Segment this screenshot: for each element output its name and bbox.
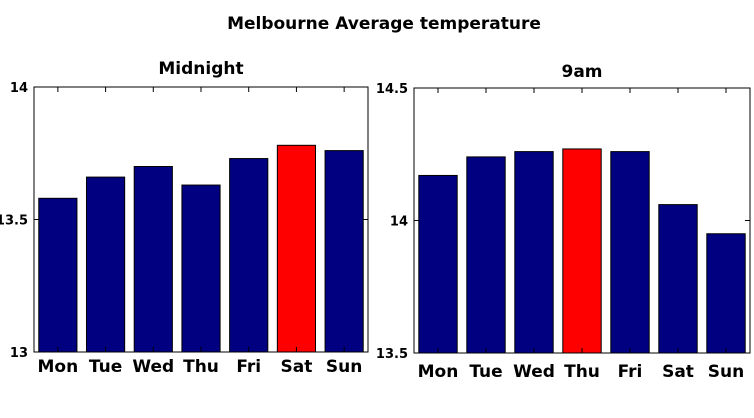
x-tick-label-wed: Wed bbox=[513, 362, 555, 382]
panel-title: 9am bbox=[561, 62, 602, 82]
bar-sat bbox=[276, 144, 317, 353]
x-tick-label-mon: Mon bbox=[38, 357, 79, 377]
y-tick-label: 14.5 bbox=[376, 82, 408, 97]
x-tick-label-tue: Tue bbox=[469, 362, 502, 382]
figure-title: Melbourne Average temperature bbox=[227, 14, 541, 34]
x-tick-label-thu: Thu bbox=[564, 362, 600, 382]
bar-sun bbox=[706, 233, 746, 354]
x-tick-label-sat: Sat bbox=[281, 357, 313, 377]
y-tick-label: 13 bbox=[10, 346, 28, 361]
x-tick-label-sun: Sun bbox=[708, 362, 744, 382]
bar-wed bbox=[514, 151, 554, 354]
x-tick-label-fri: Fri bbox=[236, 357, 261, 377]
x-tick-label-tue: Tue bbox=[89, 357, 122, 377]
bar-thu bbox=[562, 148, 602, 354]
y-tick-label: 13.5 bbox=[0, 214, 28, 229]
x-tick-label-sat: Sat bbox=[662, 362, 694, 382]
panel-9am: 9am 13.5 14 14.5 Mon Tue Wed Thu Fri Sat Sun bbox=[376, 62, 751, 382]
panel-midnight: Midnight 13 13.5 14 Mon Tue Wed Thu Fri Sat Sun bbox=[0, 59, 369, 377]
x-tick-label-mon: Mon bbox=[418, 362, 459, 382]
bar-sun bbox=[324, 150, 364, 353]
x-tick-label-sun: Sun bbox=[326, 357, 362, 377]
y-tick-label: 14 bbox=[390, 215, 408, 230]
y-tick-label: 14 bbox=[10, 81, 28, 96]
bar-wed bbox=[133, 166, 173, 353]
bar-sat bbox=[658, 204, 698, 354]
bar-fri bbox=[229, 158, 269, 353]
bar-mon bbox=[38, 197, 78, 353]
bar-fri bbox=[610, 151, 650, 354]
panel-title: Midnight bbox=[158, 59, 243, 79]
x-tick-label-thu: Thu bbox=[183, 357, 219, 377]
bar-tue bbox=[466, 156, 506, 354]
x-tick-label-fri: Fri bbox=[618, 362, 643, 382]
y-tick-label: 13.5 bbox=[376, 347, 408, 362]
bar-tue bbox=[85, 176, 126, 353]
x-tick-label-wed: Wed bbox=[132, 357, 174, 377]
bar-mon bbox=[418, 174, 458, 354]
bar-thu bbox=[181, 184, 221, 353]
